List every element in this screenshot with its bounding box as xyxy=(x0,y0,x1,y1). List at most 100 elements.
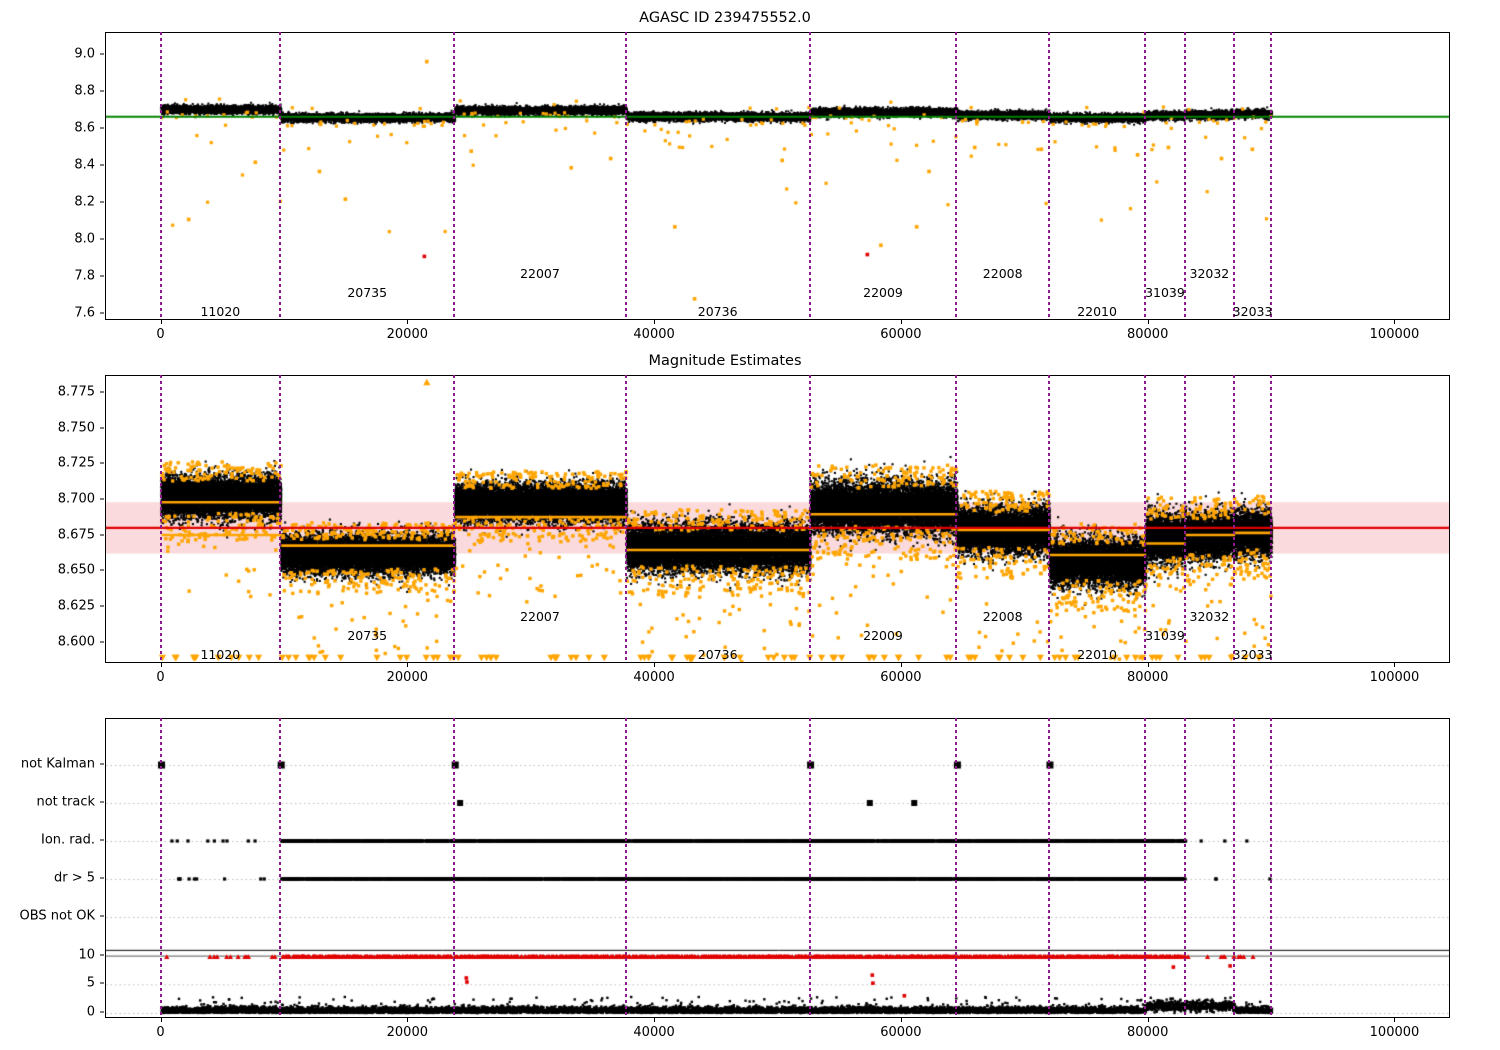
panel3-flag-label-not-track: not track xyxy=(36,794,95,810)
panel3-flag-label-ion-rad: Ion. rad. xyxy=(41,832,95,848)
panel3-x-tick-label: 20000 xyxy=(386,1025,428,1040)
panel3-x-tick-mark xyxy=(1147,1018,1149,1022)
panel1-y-tick-mark xyxy=(100,201,104,203)
panel1-y-tick-label: 9.0 xyxy=(74,46,95,62)
panel1-y-tick-label: 8.0 xyxy=(74,231,95,247)
panel3-flag-label-dr-5: dr > 5 xyxy=(53,870,95,886)
obsid-boundary-line xyxy=(1047,718,1050,1018)
panel3-x-tick-mark xyxy=(654,1018,656,1022)
panel2-x-tick-mark xyxy=(407,663,409,667)
obsid-boundary-line xyxy=(1233,375,1236,663)
panel1-x-tick-mark xyxy=(1147,320,1149,324)
panel2-x-tick-label: 0 xyxy=(156,670,165,685)
obsid-boundary-line xyxy=(1144,718,1147,1018)
obsid-label-22010: 22010 xyxy=(1077,304,1117,319)
panel3-dr-tick-label: 5 xyxy=(86,975,95,991)
panel2-y-tick-label: 8.600 xyxy=(57,634,95,650)
obsid-boundary-line xyxy=(1183,718,1186,1018)
panel3-x-tick-label: 80000 xyxy=(1126,1025,1169,1040)
panel1-x-tick-label: 80000 xyxy=(1126,327,1169,342)
obsid-boundary-line xyxy=(1047,32,1050,320)
obsid-boundary-line xyxy=(1047,375,1050,663)
panel1-y-tick-mark xyxy=(100,127,104,129)
obsid-boundary-line xyxy=(1270,375,1273,663)
panel2-y-tick-label: 8.750 xyxy=(57,420,95,436)
panel1-y-tick-label: 7.6 xyxy=(74,305,95,321)
obsid-label-22009: 22009 xyxy=(863,628,903,643)
panel2-y-tick-mark xyxy=(100,498,104,500)
panel3-dr-axis-label: dr xyxy=(0,975,3,989)
obsid-boundary-line xyxy=(1270,32,1273,320)
obsid-label-22007: 22007 xyxy=(520,609,560,624)
panel1-axes xyxy=(105,32,1450,320)
panel2-y-tick-label: 8.775 xyxy=(57,384,95,400)
panel1-title: AGASC ID 239475552.0 xyxy=(639,10,811,26)
panel1-y-tick-mark xyxy=(100,238,104,240)
panel3-flag-tick-mark xyxy=(100,763,104,765)
obsid-boundary-line xyxy=(1144,375,1147,663)
panel3-axes xyxy=(105,718,1450,1018)
panel1-y-tick-mark xyxy=(100,164,104,166)
panel2-y-tick-label: 8.650 xyxy=(57,562,95,578)
panel2-y-tick-mark xyxy=(100,569,104,571)
obsid-boundary-line xyxy=(955,375,958,663)
panel3-x-tick-mark xyxy=(1394,1018,1396,1022)
obsid-label-32032: 32032 xyxy=(1189,266,1230,281)
panel2-y-tick-mark xyxy=(100,641,104,643)
obsid-label-11020: 11020 xyxy=(200,304,241,319)
obsid-boundary-line xyxy=(955,718,958,1018)
panel2-title: Magnitude Estimates xyxy=(648,353,802,369)
obsid-boundary-line xyxy=(1183,375,1186,663)
panel1-x-tick-mark xyxy=(160,320,162,324)
obsid-boundary-line xyxy=(1233,718,1236,1018)
obsid-label-11020: 11020 xyxy=(200,647,241,662)
obsid-label-22008: 22008 xyxy=(982,266,1023,281)
obsid-boundary-line xyxy=(279,718,282,1018)
obsid-label-31039: 31039 xyxy=(1145,285,1185,300)
panel3-x-tick-mark xyxy=(407,1018,409,1022)
panel1-x-tick-mark xyxy=(1394,320,1396,324)
obsid-boundary-line xyxy=(624,718,627,1018)
obsid-label-31039: 31039 xyxy=(1145,628,1185,643)
panel1-x-tick-label: 100000 xyxy=(1369,327,1420,342)
obsid-label-20736: 20736 xyxy=(697,304,738,319)
panel1-x-tick-mark xyxy=(900,320,902,324)
panel1-x-tick-label: 0 xyxy=(156,327,165,342)
panel2-x-tick-label: 100000 xyxy=(1369,670,1420,685)
obsid-label-32032: 32032 xyxy=(1189,609,1230,624)
panel3-flag-tick-mark xyxy=(100,915,104,917)
panel3-canvas xyxy=(106,719,1449,1017)
panel2-y-tick-label: 8.725 xyxy=(57,455,95,471)
obsid-boundary-line xyxy=(453,375,456,663)
panel2-y-tick-mark xyxy=(100,391,104,393)
obsid-label-22010: 22010 xyxy=(1077,647,1117,662)
panel2-x-tick-label: 20000 xyxy=(386,670,428,685)
obsid-boundary-line xyxy=(453,718,456,1018)
panel2-y-tick-label: 8.675 xyxy=(57,527,95,543)
panel1-x-tick-mark xyxy=(407,320,409,324)
panel1-x-tick-label: 20000 xyxy=(386,327,428,342)
obsid-boundary-line xyxy=(1233,32,1236,320)
obsid-boundary-line xyxy=(159,375,162,663)
panel3-dr-tick-label: 10 xyxy=(78,947,95,963)
obsid-boundary-line xyxy=(453,32,456,320)
panel1-y-tick-mark xyxy=(100,275,104,277)
obsid-boundary-line xyxy=(279,32,282,320)
obsid-boundary-line xyxy=(808,375,811,663)
panel3-x-tick-label: 60000 xyxy=(880,1025,922,1040)
panel2-x-tick-label: 40000 xyxy=(633,670,675,685)
panel1-x-tick-mark xyxy=(654,320,656,324)
obsid-boundary-line xyxy=(1270,718,1273,1018)
obsid-label-20735: 20735 xyxy=(347,285,388,300)
obsid-boundary-line xyxy=(624,375,627,663)
panel1-canvas xyxy=(106,33,1449,319)
panel2-y-tick-mark xyxy=(100,427,104,429)
panel3-flag-tick-mark xyxy=(100,877,104,879)
obsid-boundary-line xyxy=(808,32,811,320)
obsid-boundary-line xyxy=(808,718,811,1018)
obsid-label-22008: 22008 xyxy=(982,609,1023,624)
panel2-canvas xyxy=(106,376,1449,662)
obsid-label-22007: 22007 xyxy=(520,266,560,281)
panel3-flag-tick-mark xyxy=(100,801,104,803)
panel3-x-tick-label: 0 xyxy=(156,1025,165,1040)
